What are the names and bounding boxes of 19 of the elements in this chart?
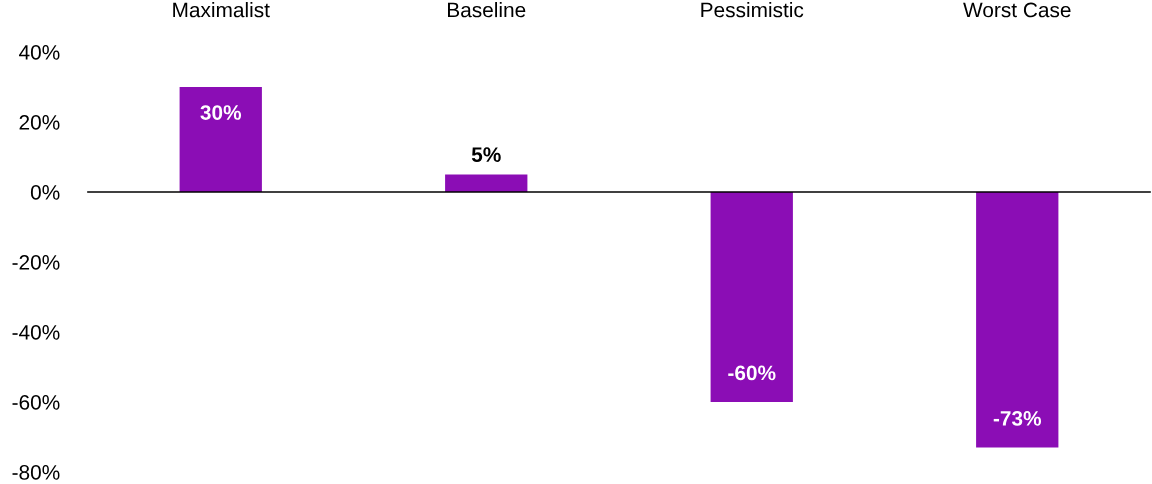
x-tick-label: Pessimistic: [701, 2, 804, 18]
y-tick-label: -80%: [12, 465, 60, 480]
data-label: -60%: [728, 365, 776, 381]
data-label: -73%: [993, 411, 1042, 426]
y-tick-label: 20%: [19, 115, 60, 130]
x-tick-label: Worst Case: [963, 2, 1071, 18]
bar: [976, 192, 1059, 448]
bar: [710, 192, 793, 402]
y-tick-label: -20%: [12, 255, 60, 270]
x-tick-label: Maximalist: [173, 2, 270, 18]
data-label: 5%: [471, 147, 501, 162]
data-label: 30%: [200, 105, 242, 120]
y-tick-label: 40%: [19, 45, 60, 60]
bar: [445, 174, 528, 192]
bar: [179, 87, 262, 192]
x-tick-label: Baseline: [448, 2, 526, 18]
y-tick-label: 0%: [30, 185, 60, 200]
y-tick-label: -40%: [12, 325, 60, 340]
y-tick-label: -60%: [12, 395, 60, 410]
